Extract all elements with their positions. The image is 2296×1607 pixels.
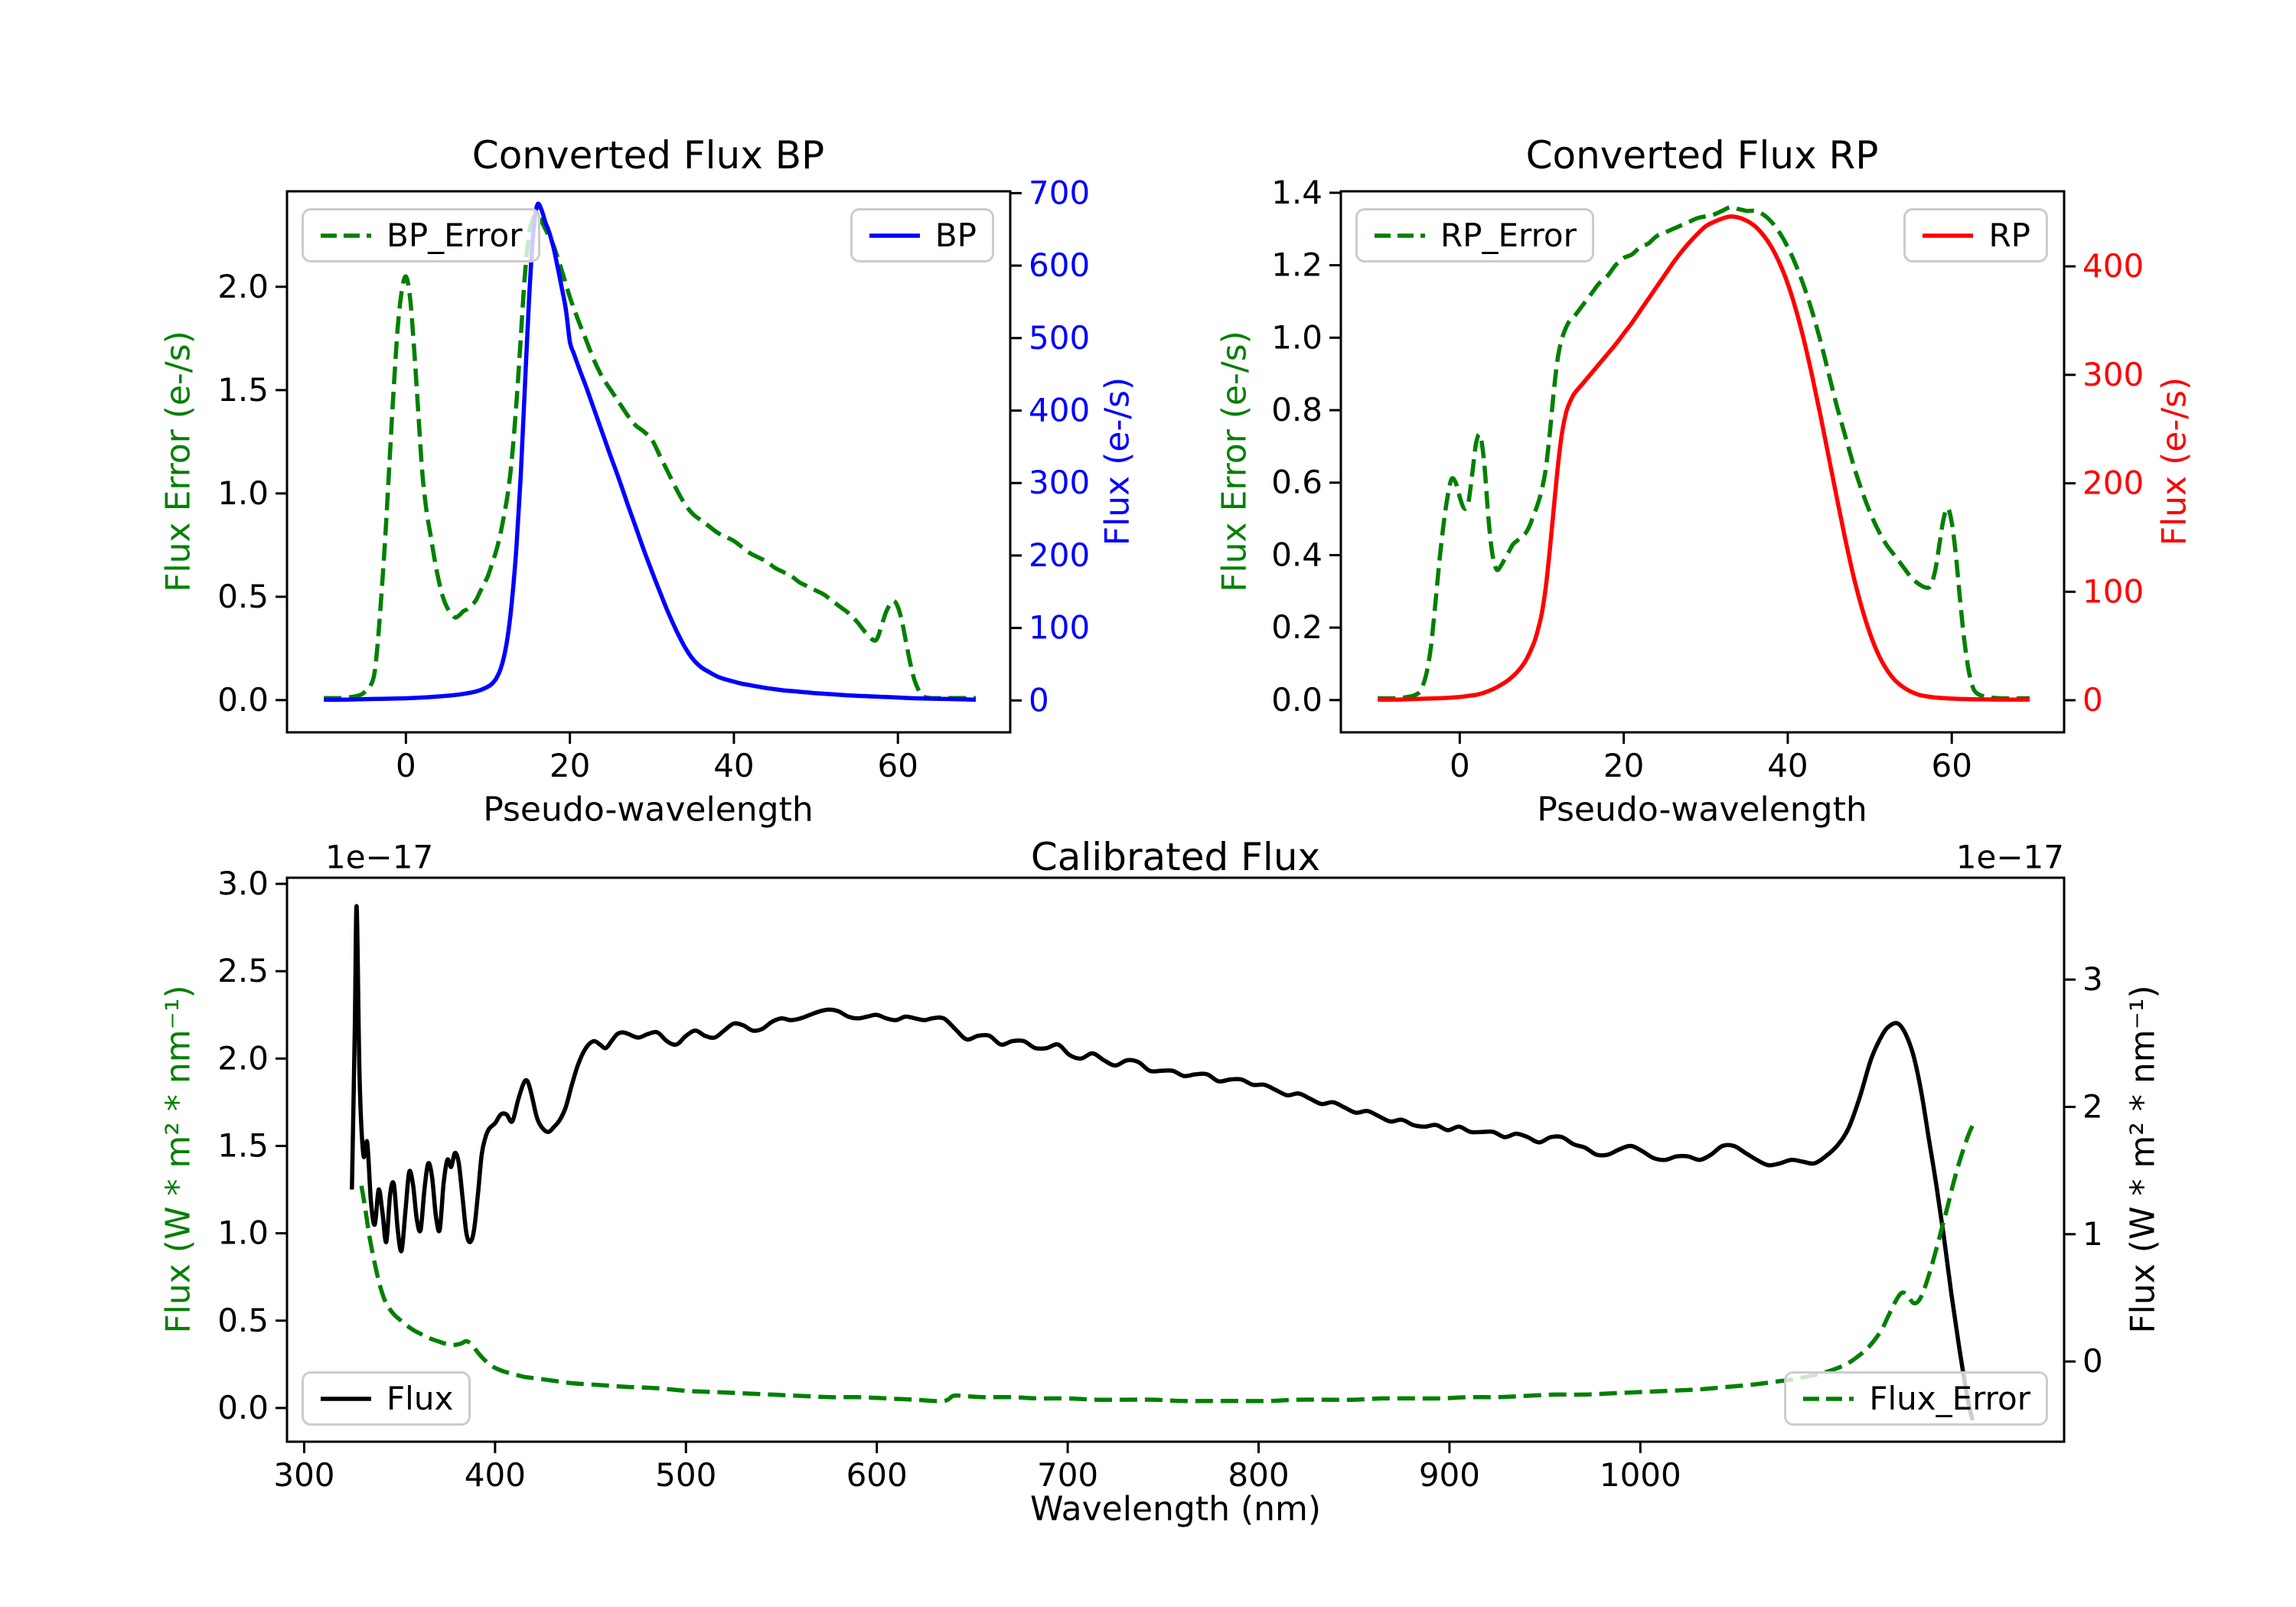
x-tick-label: 40 [713, 747, 754, 784]
ylabel-rp-error: Flux Error (e-/s) [1215, 331, 1254, 592]
y-tick-label-right: 300 [1029, 464, 1090, 501]
xlabel-bp: Pseudo-wavelength [483, 790, 814, 830]
y-tick-label-left: 0.5 [217, 1302, 269, 1339]
y-tick-label-right: 2 [2082, 1087, 2103, 1125]
y-tick-label-right: 100 [2082, 572, 2144, 610]
axes-frame [285, 876, 2066, 1443]
y-tick-label-left: 0.0 [1271, 681, 1322, 719]
xlabel-flux: Wavelength (nm) [1029, 1489, 1322, 1529]
legend-line-sample [321, 1396, 371, 1401]
offset-text-right: 1e−17 [1955, 838, 2064, 876]
axes-frame [285, 190, 1012, 734]
series-bp [324, 201, 977, 702]
legend-bp-error: BP_Error [302, 208, 540, 262]
xlabel-rp: Pseudo-wavelength [1537, 790, 1867, 830]
series-bp_error [324, 212, 976, 701]
y-tick-label-right: 700 [1029, 174, 1090, 211]
y-tick-label-right: 200 [2082, 464, 2144, 502]
y-tick-label-right: 1 [2082, 1215, 2103, 1253]
legend-line-sample [1803, 1396, 1854, 1401]
y-tick-label-left: 2.5 [217, 952, 269, 989]
legend-flux: Flux [302, 1371, 471, 1426]
x-tick-label: 800 [1228, 1456, 1289, 1494]
axes-converted-flux-bp: 0 20 40 60 0.0 0.5 1.0 1.5 2.0 0 100 200 300 400 500 60… [217, 174, 1090, 784]
y-tick-label-right: 100 [1029, 609, 1090, 647]
y-tick-label-left: 0.2 [1271, 608, 1322, 646]
title-converted-flux-rp: Converted Flux RP [1525, 133, 1879, 178]
series-rp_error [1378, 205, 2030, 701]
y-tick-label-left: 1.2 [1271, 246, 1322, 284]
offset-text-left: 1e−17 [325, 838, 434, 876]
y-tick-label-left: 0.5 [217, 578, 269, 615]
x-tick-label: 500 [655, 1456, 716, 1494]
y-tick-label-right: 300 [2082, 356, 2144, 393]
x-tick-label: 0 [1450, 747, 1470, 784]
y-tick-label-left: 2.0 [217, 268, 269, 305]
y-tick-label-left: 2.0 [217, 1039, 269, 1077]
legend-label: BP [934, 217, 977, 254]
title-converted-flux-bp: Converted Flux BP [471, 133, 825, 178]
y-tick-label-left: 1.4 [1271, 174, 1322, 211]
y-tick-label-right: 0 [2082, 681, 2103, 719]
y-tick-label-right: 3 [2082, 960, 2103, 998]
axes-calibrated-flux: 300 400 500 600 700 800 900 1000 0.0 0.5 1.0 1.5 2.0… [217, 865, 2103, 1494]
legend-label: Flux_Error [1869, 1380, 2030, 1417]
y-tick-label-left: 3.0 [217, 865, 269, 902]
y-tick-label-right: 600 [1029, 246, 1090, 284]
axes-converted-flux-rp: 0 20 40 60 0.0 0.2 0.4 0.6 0.8 1.0 1.2 1.4 0 100 200 30… [1271, 174, 2144, 784]
y-tick-label-left: 1.5 [217, 1126, 269, 1164]
x-tick-label: 0 [396, 747, 416, 784]
ylabel-bp-flux: Flux (e-/s) [1097, 376, 1137, 546]
legend-rp: RP [1903, 208, 2048, 262]
y-tick-label-left: 0.8 [1271, 391, 1322, 429]
x-tick-label: 300 [273, 1456, 334, 1494]
y-tick-label-right: 0 [1029, 681, 1049, 719]
x-tick-label: 60 [877, 747, 918, 784]
title-calibrated-flux: Calibrated Flux [1030, 835, 1321, 879]
ylabel-rp-flux: Flux (e-/s) [2154, 376, 2194, 546]
x-tick-label: 600 [846, 1456, 908, 1494]
legend-line-sample [1923, 233, 1974, 238]
y-tick-label-left: 1.0 [217, 1214, 269, 1252]
x-tick-label: 20 [550, 747, 590, 784]
y-tick-label-left: 1.5 [217, 371, 269, 409]
y-tick-label-left: 0.0 [217, 1389, 269, 1426]
y-tick-label-right: 0 [2082, 1342, 2103, 1380]
y-tick-label-right: 200 [1029, 536, 1090, 574]
y-tick-label-right: 400 [2082, 247, 2144, 285]
series-flux_error [359, 1118, 1978, 1403]
ylabel-flux-right: Flux (W * m² * nm⁻¹) [2123, 985, 2163, 1334]
x-tick-label: 900 [1419, 1456, 1480, 1494]
legend-line-sample [1375, 233, 1425, 238]
x-tick-label: 60 [1931, 747, 1971, 784]
legend-label: Flux [386, 1380, 454, 1417]
y-tick-label-left: 0.0 [217, 681, 269, 719]
y-tick-label-right: 400 [1029, 391, 1090, 429]
legend-label: RP_Error [1440, 217, 1577, 254]
axes-frame [1339, 190, 2066, 734]
x-tick-label: 700 [1037, 1456, 1098, 1494]
y-tick-label-left: 0.4 [1271, 536, 1322, 573]
x-tick-label: 1000 [1600, 1456, 1681, 1494]
series-rp [1378, 214, 2030, 702]
y-tick-label-left: 0.6 [1271, 464, 1322, 501]
y-tick-label-left: 1.0 [1271, 318, 1322, 356]
legend-label: BP_Error [386, 217, 523, 254]
legend-label: RP [1988, 217, 2030, 254]
legend-line-sample [869, 233, 920, 238]
y-tick-label-right: 500 [1029, 319, 1090, 357]
x-tick-label: 40 [1767, 747, 1808, 784]
x-tick-label: 20 [1603, 747, 1644, 784]
legend-bp: BP [850, 208, 994, 262]
legend-flux-error: Flux_Error [1784, 1371, 2048, 1426]
y-tick-label-left: 1.0 [217, 474, 269, 512]
legend-rp-error: RP_Error [1355, 208, 1594, 262]
x-tick-label: 400 [465, 1456, 526, 1494]
ylabel-flux-left: Flux (W * m² * nm⁻¹) [158, 985, 198, 1334]
ylabel-bp-error: Flux Error (e-/s) [158, 331, 198, 592]
series-flux [350, 904, 1975, 1421]
legend-line-sample [321, 233, 371, 238]
